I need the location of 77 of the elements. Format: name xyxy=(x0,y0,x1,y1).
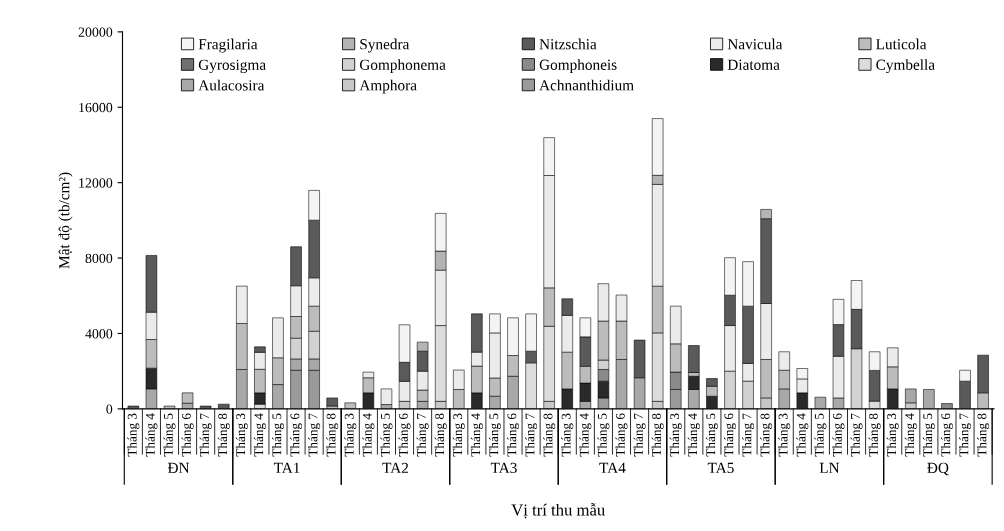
x-tick-label: Tháng 3 xyxy=(561,413,574,457)
x-tick-label: Tháng 4 xyxy=(362,413,375,457)
legend-label: Diatoma xyxy=(727,59,780,70)
text: TA3 xyxy=(490,462,517,474)
text: TA5 xyxy=(707,462,734,474)
x-tick-label: Tháng 4 xyxy=(470,413,483,457)
x-tick-label: Tháng 3 xyxy=(778,413,791,457)
y-tick-label: 20000 xyxy=(78,27,113,37)
y-tick-label: 8000 xyxy=(85,253,113,264)
x-tick-label: Tháng 3 xyxy=(886,413,899,457)
text: LN xyxy=(819,462,840,473)
x-tick-label: Tháng 5 xyxy=(271,413,284,457)
x-tick-label: Tháng 3 xyxy=(127,413,140,457)
x-tick-label: Tháng 8 xyxy=(977,413,990,457)
text: TA4 xyxy=(599,462,626,473)
x-tick-label: Tháng 7 xyxy=(199,413,212,457)
x-tick-label: Tháng 7 xyxy=(633,413,646,457)
x-tick-label: Tháng 8 xyxy=(868,413,881,457)
text: ĐQ xyxy=(927,462,949,476)
x-tick-label: Tháng 4 xyxy=(796,413,809,457)
y-tick-label: 0 xyxy=(106,404,113,414)
legend-label: Gomphonema xyxy=(359,59,446,74)
x-tick-label: Tháng 8 xyxy=(434,413,447,457)
legend-label: Luticola xyxy=(876,38,927,50)
x-tick-label: Tháng 6 xyxy=(723,413,736,457)
legend-label: Cymbella xyxy=(876,59,935,74)
x-tick-label: Tháng 6 xyxy=(290,413,303,457)
x-tick-label: Tháng 3 xyxy=(344,413,357,457)
legend-label: Nitzschia xyxy=(539,38,597,50)
x-tick-label: Tháng 4 xyxy=(904,413,917,457)
x-tick-label: Tháng 4 xyxy=(687,413,700,457)
y-tick-label: 16000 xyxy=(79,102,113,113)
x-tick-label: Tháng 8 xyxy=(326,413,339,457)
x-tick-label: Tháng 3 xyxy=(235,413,248,457)
legend-label: Achnanthidium xyxy=(539,79,634,91)
x-tick-label: Tháng 5 xyxy=(597,413,610,457)
x-tick-label: Tháng 6 xyxy=(507,413,520,457)
x-tick-label: Tháng 7 xyxy=(308,413,321,457)
x-tick-label: Tháng 4 xyxy=(579,413,592,457)
legend-label: Navicula xyxy=(727,38,783,50)
x-tick-label: Tháng 7 xyxy=(959,413,972,457)
x-tick-label: Tháng 3 xyxy=(669,413,682,457)
x-tick-label: Tháng 8 xyxy=(760,413,773,457)
x-tick-label: Tháng 3 xyxy=(452,413,465,457)
x-tick-label: Tháng 7 xyxy=(525,413,538,457)
text: ĐN xyxy=(167,462,190,473)
x-tick-label: Tháng 5 xyxy=(814,413,827,457)
x-tick-label: Tháng 5 xyxy=(922,413,935,457)
x-tick-label: Tháng 6 xyxy=(181,413,194,457)
legend-label: Synedra xyxy=(360,38,410,53)
x-tick-label: Tháng 7 xyxy=(850,413,863,457)
legend-label: Aulacosira xyxy=(198,79,265,91)
x-tick-label: Tháng 4 xyxy=(253,413,266,457)
legend-label: Gomphoneis xyxy=(539,59,617,73)
legend-label: Gyrosigma xyxy=(198,59,266,74)
legend-label: Fragilaria xyxy=(198,38,258,53)
x-tick-label: Tháng 6 xyxy=(832,413,845,457)
x-tick-label: Tháng 7 xyxy=(742,413,755,457)
x-axis-title: Vị trí thu mẫu xyxy=(511,503,605,519)
x-tick-label: Tháng 6 xyxy=(615,413,628,457)
x-tick-label: Tháng 5 xyxy=(705,413,718,457)
x-tick-label: Tháng 6 xyxy=(940,413,953,457)
x-tick-label: Tháng 5 xyxy=(380,413,393,457)
x-tick-label: Tháng 4 xyxy=(145,413,158,457)
x-tick-label: Tháng 7 xyxy=(416,413,429,457)
x-tick-label: Tháng 5 xyxy=(488,413,501,457)
y-tick-label: 12000 xyxy=(79,178,113,188)
text: TA1 xyxy=(273,462,300,473)
text: TA2 xyxy=(382,462,409,473)
x-tick-label: Tháng 8 xyxy=(543,413,556,457)
x-tick-label: Tháng 8 xyxy=(217,413,230,457)
x-tick-label: Tháng 5 xyxy=(163,413,176,457)
y-axis-title: Mật độ (tb/cm²) xyxy=(58,172,73,269)
y-tick-label: 4000 xyxy=(85,329,113,339)
x-tick-label: Tháng 6 xyxy=(398,413,411,457)
x-tick-label: Tháng 8 xyxy=(651,413,664,457)
legend-label: Amphora xyxy=(359,79,417,94)
